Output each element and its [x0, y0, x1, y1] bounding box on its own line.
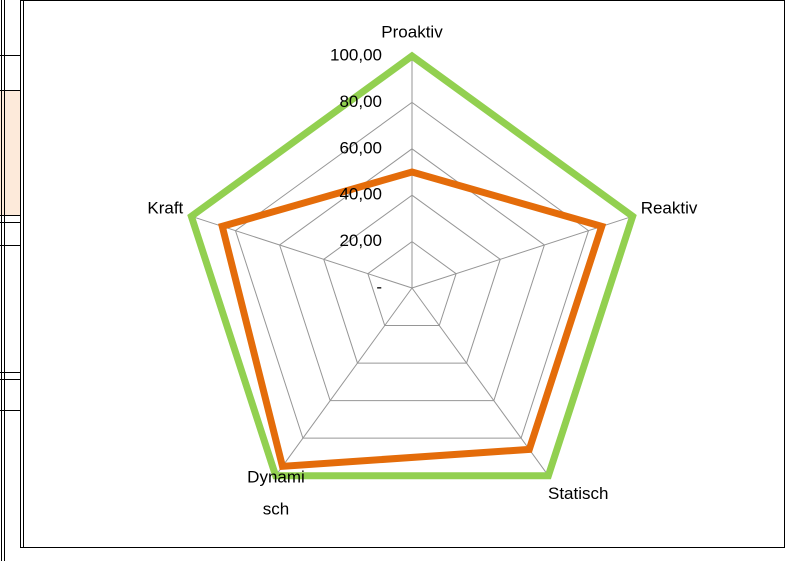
r-tick-label: 60,00 [339, 138, 382, 157]
grid-ring [367, 240, 457, 327]
category-label: Kraft [147, 199, 183, 218]
spreadsheet-cells [0, 0, 20, 561]
category-label: Reaktiv [641, 199, 698, 218]
plot: - 20,00 40,00 60,00 80,00 100,00 Proaktiv Reakt… [147, 22, 698, 519]
chart-area [20, 0, 785, 548]
r-tick-label: 20,00 [339, 231, 382, 250]
cell-fill [0, 90, 20, 215]
grid-ring [234, 101, 590, 439]
category-label: Dynami sch [247, 468, 305, 519]
grid-ring [279, 148, 545, 402]
r-tick-label: 40,00 [339, 185, 382, 204]
category-label: Statisch [548, 484, 608, 503]
spoke [275, 287, 413, 476]
r-tick-label: - [376, 277, 382, 296]
grid-ring [323, 194, 501, 364]
spoke [411, 287, 549, 476]
category-label: Proaktiv [381, 22, 443, 41]
series-line [218, 168, 607, 470]
r-tick-label: 80,00 [339, 92, 382, 111]
r-tick-label: 100,00 [330, 45, 382, 64]
series-line [187, 51, 637, 480]
